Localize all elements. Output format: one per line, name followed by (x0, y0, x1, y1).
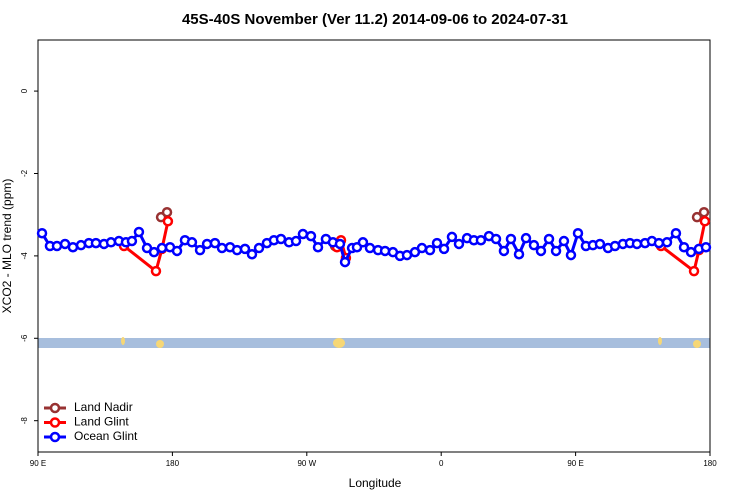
data-point (126, 235, 138, 247)
data-point (357, 237, 369, 248)
x-tick-label: 180 (166, 459, 180, 468)
data-point (339, 256, 351, 268)
data-point (216, 242, 228, 254)
data-point (594, 238, 606, 250)
data-point (209, 237, 221, 249)
data-point (290, 235, 302, 247)
x-tick-label: 90 E (567, 459, 583, 468)
data-point (572, 227, 584, 239)
data-point (194, 244, 206, 256)
legend-marker (49, 417, 61, 428)
data-point (438, 243, 450, 255)
legend-label: Ocean Glint (74, 429, 138, 443)
data-point (416, 242, 428, 254)
data-point (150, 265, 162, 277)
data-point (67, 241, 79, 253)
data-point (162, 216, 174, 227)
data-point (661, 237, 673, 248)
data-point (297, 228, 309, 240)
data-point (239, 243, 251, 255)
data-point (691, 211, 703, 223)
data-point (520, 232, 532, 244)
data-point (36, 227, 48, 239)
chart-title: 45S-40S November (Ver 11.2) 2014-09-06 t… (182, 11, 568, 28)
data-point (148, 246, 160, 258)
data-point (446, 231, 458, 243)
data-point (505, 233, 517, 245)
x-tick-label: 180 (703, 459, 717, 468)
land-patch (156, 340, 164, 348)
data-point (670, 227, 682, 239)
land-patch (121, 337, 125, 345)
y-tick-label: -6 (20, 334, 29, 342)
data-point (246, 248, 258, 260)
data-point (535, 245, 547, 257)
x-axis-label: Longitude (349, 476, 402, 490)
data-point (90, 237, 102, 249)
data-point (186, 237, 198, 248)
data-point (105, 237, 117, 248)
land-patch (333, 338, 345, 348)
data-point (475, 234, 487, 246)
data-point (431, 237, 443, 249)
data-point (453, 238, 465, 250)
data-point (334, 238, 346, 250)
data-point (275, 233, 287, 245)
data-point (51, 240, 63, 252)
x-tick-label: 90 E (30, 459, 46, 468)
y-tick-label: -2 (20, 169, 29, 177)
legend-label: Land Nadir (74, 400, 133, 414)
data-point (528, 239, 540, 251)
data-point (558, 235, 570, 247)
x-tick-label: 90 W (297, 459, 316, 468)
legend-label: Land Glint (74, 415, 129, 429)
data-point (490, 233, 502, 245)
land-mask (38, 337, 710, 348)
data-point (305, 230, 317, 242)
data-point (379, 245, 391, 257)
ocean-band (38, 338, 710, 348)
y-tick-label: -4 (20, 252, 29, 260)
data-point (498, 245, 510, 257)
data-point (653, 237, 665, 249)
land-patch (693, 340, 701, 348)
data-point (700, 241, 712, 253)
data-point (550, 245, 562, 257)
data-point (688, 265, 700, 277)
data-point (565, 249, 577, 261)
data-point (312, 241, 324, 253)
data-point (253, 242, 265, 254)
y-axis-label: XCO2 - MLO trend (ppm) (0, 179, 14, 314)
data-point (231, 244, 243, 256)
data-point (513, 248, 525, 260)
data-point (424, 244, 436, 256)
data-point (631, 238, 643, 250)
land-patch (658, 337, 662, 345)
series-line (160, 210, 705, 219)
x-tick-label: 0 (439, 459, 444, 468)
legend-marker (49, 431, 61, 443)
data-point (699, 216, 711, 227)
data-point (543, 233, 555, 245)
legend-marker (49, 402, 61, 414)
data-point (161, 206, 173, 218)
data-point (678, 241, 690, 253)
data-point (698, 206, 710, 218)
data-point (364, 242, 376, 254)
data-point (156, 242, 168, 254)
data-point (171, 245, 183, 257)
y-tick-label: -8 (20, 417, 29, 425)
data-point (133, 226, 145, 238)
y-tick-label: 0 (20, 88, 29, 93)
